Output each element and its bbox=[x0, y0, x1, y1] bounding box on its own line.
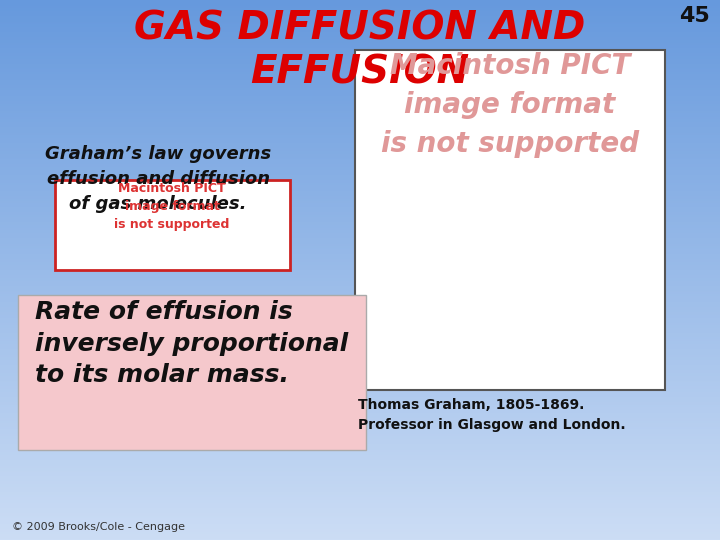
Text: Rate of effusion is
inversely proportional
to its molar mass.: Rate of effusion is inversely proportion… bbox=[35, 300, 348, 387]
Text: 45: 45 bbox=[679, 6, 710, 26]
Text: Graham’s law governs
effusion and diffusion
of gas molecules.: Graham’s law governs effusion and diffus… bbox=[45, 145, 271, 213]
FancyBboxPatch shape bbox=[355, 50, 665, 390]
FancyBboxPatch shape bbox=[18, 295, 366, 450]
FancyBboxPatch shape bbox=[55, 180, 290, 270]
Text: Thomas Graham, 1805-1869.
Professor in Glasgow and London.: Thomas Graham, 1805-1869. Professor in G… bbox=[358, 398, 626, 431]
Text: Macintosh PICT
image format
is not supported: Macintosh PICT image format is not suppo… bbox=[114, 182, 230, 231]
Text: © 2009 Brooks/Cole - Cengage: © 2009 Brooks/Cole - Cengage bbox=[12, 522, 185, 532]
Text: Macintosh PICT
image format
is not supported: Macintosh PICT image format is not suppo… bbox=[381, 52, 639, 158]
Text: GAS DIFFUSION AND
EFFUSION: GAS DIFFUSION AND EFFUSION bbox=[135, 10, 585, 92]
